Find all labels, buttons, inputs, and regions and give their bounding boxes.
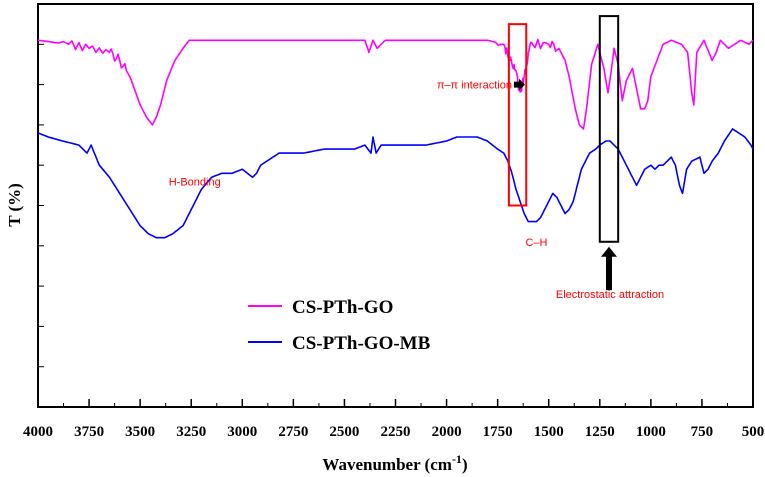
x-tick-label: 4000 [23,424,53,440]
x-tick-label: 1500 [534,424,564,440]
highlight-boxes [507,15,620,243]
x-axis-title: Wavenumber (cm-1) [322,452,467,474]
x-tick-label: 2500 [329,424,359,440]
x-tick-label: 1750 [483,424,513,440]
annotations: H-Bonding π–π interaction C–H Electrostatic… [169,78,664,301]
series-group [37,38,754,239]
x-tick-label: 750 [691,424,714,440]
plot-area: 4000 3750 3500 3250 3000 2750 2500 2250 2000 1750… [23,3,764,440]
y-axis-title: T (%) [5,183,24,227]
x-tick-label: 2000 [432,424,462,440]
annotation-c-h: C–H [525,237,547,249]
pi-pi-box [507,23,528,207]
electrostatic-box [598,15,620,243]
legend: CS-PTh-GO CS-PTh-GO-MB [248,297,431,354]
x-tick-label: 1250 [585,424,615,440]
x-axis-title-close: ) [462,455,468,474]
x-tick-label: 3000 [227,424,257,440]
legend-label-cs-pth-go: CS-PTh-GO [292,297,393,318]
y-ticks [38,3,44,408]
annotation-pi-pi: π–π interaction [437,80,512,92]
series-line-cs-pth-go [37,38,754,130]
x-axis-title-sup: -1 [452,452,462,466]
arrow-right-icon [513,78,525,91]
series-line-cs-pth-go-mb [37,128,754,239]
x-ticks: 4000 3750 3500 3250 3000 2750 2500 2250 2000 1750… [23,399,764,440]
x-tick-label: 3250 [176,424,206,440]
x-tick-label: 3750 [74,424,104,440]
x-axis-title-main: Wavenumber (cm [322,455,452,474]
annotation-electrostatic: Electrostatic attraction [556,289,664,301]
x-tick-label: 2250 [381,424,411,440]
x-tick-label: 1000 [636,424,666,440]
arrow-up-icon [600,246,617,291]
annotation-h-bonding: H-Bonding [169,176,221,188]
x-tick-label: 3500 [125,424,155,440]
legend-label-cs-pth-go-mb: CS-PTh-GO-MB [292,333,431,354]
x-tick-label: 2750 [278,424,308,440]
x-tick-label: 500 [742,424,765,440]
